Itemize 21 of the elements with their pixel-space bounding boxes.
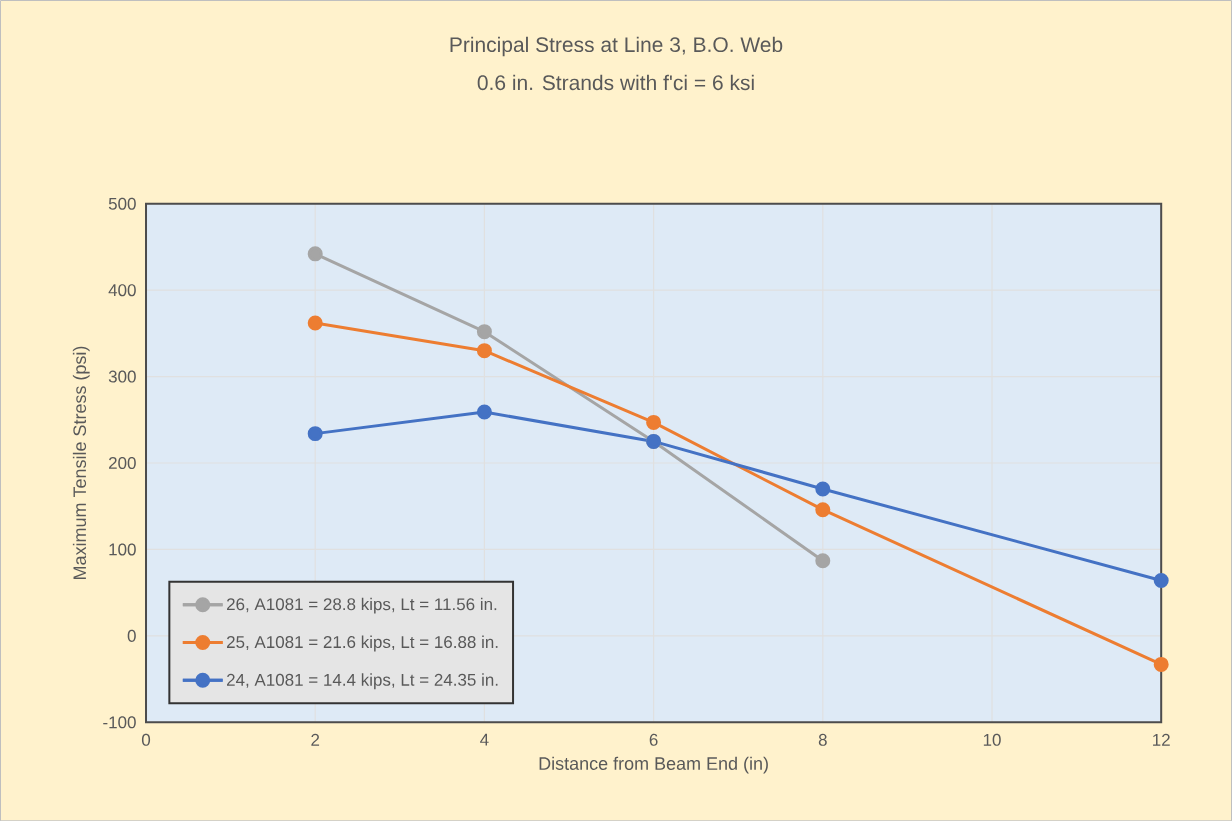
chart-title: Principal Stress at Line 3, B.O. Web: [450, 36, 783, 57]
x-tick-label: 8: [818, 733, 827, 746]
x-tick-label: 6: [649, 733, 658, 746]
x-tick-label: 12: [1153, 733, 1170, 746]
y-tick-label: -100: [103, 716, 136, 729]
x-tick-label: 10: [983, 733, 1001, 746]
y-tick-label: 300: [108, 370, 136, 383]
y-axis-title: Maximum Tensile Stress (psi): [72, 346, 90, 579]
legend-label: 25, A1081 = 21.6 kips, Lt = 16.88 in.: [227, 635, 498, 652]
x-tick-label: 0: [141, 733, 151, 746]
legend-label: 26, A1081 = 28.8 kips, Lt = 11.56 in.: [227, 597, 497, 614]
chart-subtitle: 0.6 in. Strands with f'ci = 6 ksi: [477, 74, 754, 90]
x-axis-title: Distance from Beam End (in): [539, 756, 768, 774]
y-tick-label: 500: [108, 197, 136, 210]
y-tick-label: 400: [108, 283, 136, 297]
x-tick-label: 4: [480, 733, 489, 746]
y-tick-label: 200: [109, 456, 136, 469]
legend-label: 24, A1081 = 14.4 kips, Lt = 24.35 in.: [227, 673, 498, 690]
y-tick-label: 100: [109, 543, 136, 556]
x-tick-label: 2: [311, 733, 320, 746]
y-tick-label: 0: [127, 629, 136, 642]
